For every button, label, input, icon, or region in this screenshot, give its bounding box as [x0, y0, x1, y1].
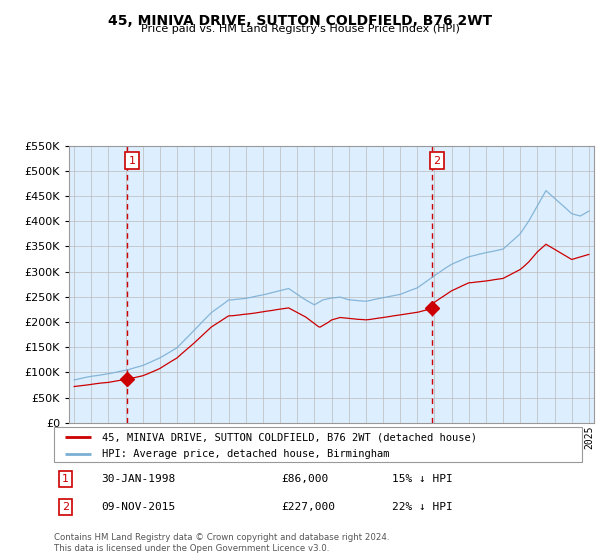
Text: 1: 1 [128, 156, 136, 166]
Text: Price paid vs. HM Land Registry's House Price Index (HPI): Price paid vs. HM Land Registry's House … [140, 24, 460, 34]
Text: 45, MINIVA DRIVE, SUTTON COLDFIELD, B76 2WT: 45, MINIVA DRIVE, SUTTON COLDFIELD, B76 … [108, 14, 492, 28]
Text: 45, MINIVA DRIVE, SUTTON COLDFIELD, B76 2WT (detached house): 45, MINIVA DRIVE, SUTTON COLDFIELD, B76 … [101, 432, 476, 442]
Text: HPI: Average price, detached house, Birmingham: HPI: Average price, detached house, Birm… [101, 449, 389, 459]
Text: 2: 2 [62, 502, 69, 512]
Text: This data is licensed under the Open Government Licence v3.0.: This data is licensed under the Open Gov… [54, 544, 329, 553]
Text: 22% ↓ HPI: 22% ↓ HPI [392, 502, 452, 512]
Text: Contains HM Land Registry data © Crown copyright and database right 2024.: Contains HM Land Registry data © Crown c… [54, 533, 389, 542]
Text: 1: 1 [62, 474, 69, 484]
Text: £86,000: £86,000 [281, 474, 328, 484]
Text: 09-NOV-2015: 09-NOV-2015 [101, 502, 176, 512]
Text: 2: 2 [433, 156, 440, 166]
Text: 15% ↓ HPI: 15% ↓ HPI [392, 474, 452, 484]
Text: 30-JAN-1998: 30-JAN-1998 [101, 474, 176, 484]
FancyBboxPatch shape [54, 427, 582, 462]
Text: £227,000: £227,000 [281, 502, 335, 512]
